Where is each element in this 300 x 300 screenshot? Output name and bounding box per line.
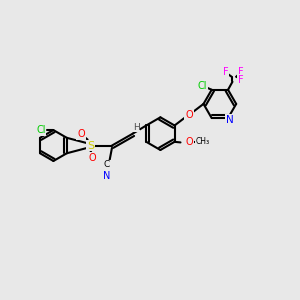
Text: S: S [87,140,94,151]
Text: C: C [104,160,110,169]
Text: O: O [88,153,96,163]
Text: F: F [238,67,243,77]
Text: O: O [185,110,193,120]
Text: O: O [77,129,85,139]
Text: CH₃: CH₃ [196,137,210,146]
Text: N: N [103,171,111,181]
Text: F: F [238,75,243,85]
Text: H: H [133,123,140,132]
Text: F: F [223,67,229,77]
Text: Cl: Cl [36,125,46,135]
Text: O: O [186,137,193,147]
Text: N: N [226,115,233,124]
Text: Cl: Cl [197,81,207,91]
